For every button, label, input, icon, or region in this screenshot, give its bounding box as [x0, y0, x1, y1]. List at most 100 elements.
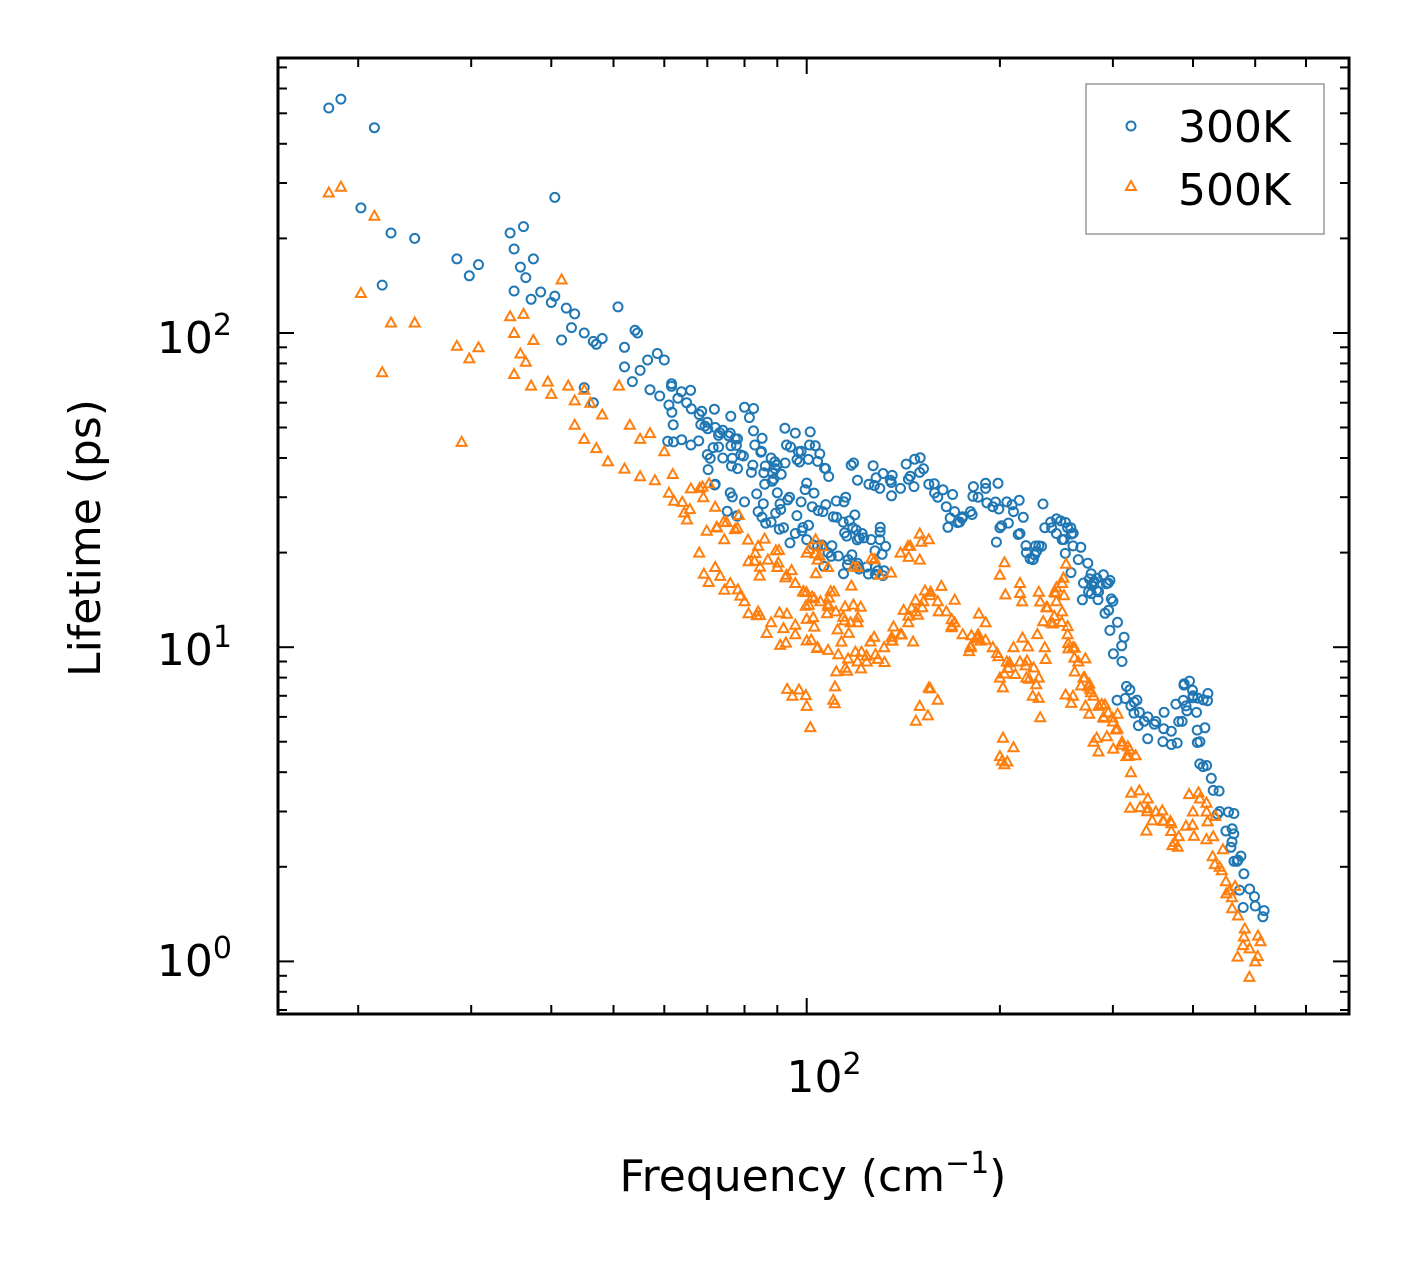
- data-point-300k: [514, 261, 526, 273]
- data-point-300k: [676, 434, 688, 446]
- data-point-500k: [1059, 556, 1073, 569]
- data-point-500k: [1039, 651, 1053, 664]
- data-point-300k: [801, 534, 813, 546]
- data-point-500k: [471, 340, 486, 353]
- data-point-300k: [508, 285, 520, 297]
- data-point-500k: [713, 568, 727, 581]
- data-point-500k: [1253, 934, 1268, 947]
- data-point-300k: [759, 460, 771, 472]
- data-point-500k: [507, 325, 521, 338]
- data-point-500k: [1205, 849, 1220, 862]
- data-point-500k: [764, 615, 778, 628]
- data-point-300k: [1238, 868, 1250, 880]
- data-point-300k: [1020, 540, 1032, 552]
- data-point-300k: [658, 354, 670, 366]
- data-point-300k: [556, 334, 568, 346]
- data-point-300k: [1001, 496, 1013, 508]
- data-point-500k: [838, 599, 852, 612]
- data-point-500k: [1082, 706, 1096, 719]
- data-point-500k: [785, 688, 800, 701]
- data-point-500k: [1172, 829, 1186, 842]
- data-point-500k: [354, 285, 368, 298]
- data-point-300k: [1192, 692, 1204, 704]
- data-point-500k: [807, 619, 821, 632]
- data-point-500k: [1046, 616, 1060, 629]
- data-point-300k: [932, 491, 944, 503]
- data-point-500k: [1013, 585, 1027, 598]
- data-point-500k: [1208, 857, 1222, 870]
- data-point-300k: [1199, 722, 1211, 734]
- y-axis-label: Lifetime (ps): [60, 399, 111, 677]
- data-point-300k: [549, 290, 561, 302]
- data-point-300k: [874, 482, 886, 494]
- data-point-500k: [1015, 594, 1029, 607]
- data-point-300k: [1067, 540, 1079, 552]
- data-point-300k: [747, 459, 759, 471]
- data-point-500k: [737, 594, 752, 607]
- data-point-300k: [709, 479, 721, 491]
- data-point-300k: [838, 496, 850, 508]
- data-point-300k: [1091, 584, 1103, 596]
- data-point-300k: [802, 453, 814, 465]
- data-point-300k: [1024, 553, 1036, 565]
- legend-label-300k: 300K: [1178, 102, 1292, 153]
- y-tick-label-1: 100: [157, 931, 232, 987]
- data-point-300k: [1055, 515, 1067, 527]
- data-point-500k: [1139, 823, 1154, 836]
- data-point-300k: [1116, 640, 1128, 652]
- data-point-500k: [802, 541, 816, 554]
- data-point-300k: [789, 528, 801, 539]
- data-point-500k: [1182, 787, 1196, 800]
- data-point-500k: [885, 633, 899, 646]
- data-point-500k: [1032, 584, 1046, 597]
- x-tick-label-100: 102: [786, 1047, 861, 1103]
- data-point-300k: [1059, 547, 1071, 559]
- data-point-500k: [1186, 804, 1200, 817]
- data-point-500k: [633, 431, 647, 444]
- data-point-500k: [771, 555, 785, 568]
- data-point-300k: [708, 403, 720, 415]
- data-point-300k: [520, 272, 532, 284]
- data-point-300k: [1002, 517, 1014, 529]
- data-point-500k: [700, 523, 714, 536]
- data-point-300k: [852, 474, 863, 486]
- data-point-300k: [940, 501, 952, 513]
- data-point-500k: [1006, 740, 1021, 753]
- data-point-300k: [990, 496, 1001, 508]
- data-point-300k: [1173, 716, 1185, 727]
- data-point-300k: [808, 487, 820, 499]
- data-point-500k: [904, 600, 919, 613]
- data-point-500k: [1115, 734, 1129, 747]
- data-point-300k: [525, 293, 537, 305]
- data-point-500k: [623, 417, 637, 430]
- data-point-300k: [1119, 693, 1131, 704]
- data-point-500k: [799, 688, 813, 701]
- data-point-500k: [1044, 615, 1058, 628]
- data-point-300k: [1178, 679, 1190, 691]
- data-point-500k: [802, 597, 816, 610]
- data-point-300k: [1116, 656, 1128, 667]
- data-point-500k: [1086, 688, 1101, 701]
- data-point-300k: [1008, 506, 1019, 518]
- data-point-500k: [902, 549, 916, 562]
- data-point-500k: [921, 708, 935, 721]
- data-point-300k: [868, 480, 880, 491]
- data-point-300k: [1039, 522, 1051, 534]
- data-point-300k: [779, 422, 791, 434]
- data-point-500k: [1155, 803, 1169, 816]
- data-point-300k: [745, 466, 757, 478]
- data-point-500k: [1215, 863, 1229, 876]
- data-point-300k: [785, 441, 796, 453]
- data-point-500k: [747, 553, 762, 566]
- data-point-500k: [1001, 660, 1015, 673]
- data-point-500k: [772, 605, 787, 618]
- data-point-300k: [666, 406, 678, 418]
- data-point-500k: [554, 272, 569, 285]
- data-point-500k: [901, 615, 915, 628]
- data-point-500k: [1055, 614, 1069, 627]
- data-point-500k: [931, 692, 945, 705]
- data-point-500k: [516, 306, 531, 319]
- data-point-300k: [923, 478, 935, 490]
- data-point-300k: [760, 517, 772, 529]
